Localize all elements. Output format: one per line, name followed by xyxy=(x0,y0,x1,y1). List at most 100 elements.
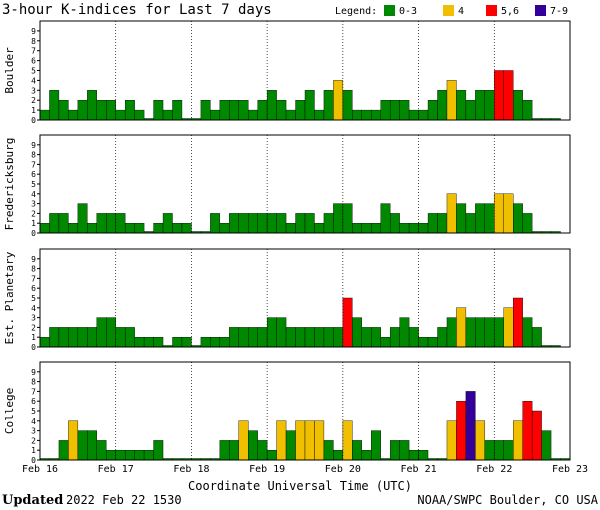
k-index-bar xyxy=(210,109,221,121)
k-index-bar xyxy=(333,203,344,234)
k-index-bar xyxy=(361,222,372,234)
y-tick-label: 5 xyxy=(31,407,36,416)
k-index-bar xyxy=(399,222,410,234)
k-index-bar xyxy=(153,222,164,234)
y-tick-label: 2 xyxy=(31,323,36,332)
k-index-bar xyxy=(475,420,486,461)
k-index-bar xyxy=(418,109,429,121)
k-index-bar xyxy=(49,327,60,348)
k-index-bar xyxy=(295,327,306,348)
k-index-bar xyxy=(304,213,315,234)
panels: 0123456789Boulder0123456789Fredericksbur… xyxy=(3,20,571,465)
k-index-bar xyxy=(456,90,467,121)
k-index-bar xyxy=(295,213,306,234)
k-index-bar xyxy=(380,203,391,234)
k-index-bar xyxy=(248,430,258,461)
k-index-bar xyxy=(418,222,429,234)
k-index-bar xyxy=(503,440,514,461)
k-index-bar xyxy=(210,213,221,234)
y-tick-label: 8 xyxy=(31,37,36,46)
k-index-bar xyxy=(143,450,154,461)
k-index-bar xyxy=(503,193,514,234)
k-index-bar xyxy=(427,99,438,121)
k-index-bar xyxy=(361,450,372,461)
y-tick-label: 8 xyxy=(31,151,36,160)
k-index-bar xyxy=(77,203,88,234)
y-tick-label: 6 xyxy=(31,397,36,406)
k-index-bar xyxy=(276,420,287,461)
k-index-bar xyxy=(304,327,315,348)
y-tick-label: 3 xyxy=(31,200,36,209)
k-index-bar xyxy=(219,99,230,121)
k-index-bar xyxy=(446,80,457,121)
k-index-bar xyxy=(314,327,325,348)
k-index-bar xyxy=(408,450,419,461)
k-index-bar xyxy=(153,440,164,461)
k-index-bar xyxy=(342,420,353,461)
k-index-bar xyxy=(494,70,504,121)
k-index-bar xyxy=(124,99,135,121)
k-index-bar xyxy=(418,450,429,461)
k-index-bar xyxy=(371,222,381,234)
y-tick-label: 2 xyxy=(31,96,36,105)
k-index-bar xyxy=(342,297,353,348)
k-index-bar xyxy=(153,99,164,121)
k-index-bar xyxy=(399,99,410,121)
legend-swatch xyxy=(535,5,546,16)
k-index-bar xyxy=(427,337,438,348)
x-tick-label: Feb 19 xyxy=(249,464,285,475)
legend-swatch xyxy=(486,5,497,16)
k-index-bar xyxy=(361,109,372,121)
legend-label: 5,6 xyxy=(501,6,519,17)
k-index-bar xyxy=(172,222,183,234)
k-index-bar xyxy=(257,213,268,234)
k-index-bar xyxy=(446,420,457,461)
y-tick-label: 1 xyxy=(31,106,36,115)
k-index-bar xyxy=(484,440,495,461)
k-index-bar xyxy=(399,440,410,461)
k-index-bar xyxy=(229,327,239,348)
k-index-bar xyxy=(371,430,381,461)
k-index-bar xyxy=(314,222,325,234)
k-index-bar xyxy=(475,203,486,234)
k-index-bar xyxy=(323,90,334,121)
k-index-bar xyxy=(503,70,514,121)
k-index-bar xyxy=(266,213,277,234)
k-index-bar xyxy=(352,109,362,121)
k-index-bar xyxy=(541,430,552,461)
k-index-bar xyxy=(87,222,97,234)
k-index-bar xyxy=(522,317,533,348)
k-index-bar xyxy=(87,430,97,461)
k-index-bar xyxy=(238,99,249,121)
k-index-bar xyxy=(68,327,79,348)
k-index-bar xyxy=(266,317,277,348)
legend-label: 4 xyxy=(458,6,464,17)
k-index-bar xyxy=(484,90,495,121)
k-index-bar xyxy=(304,420,315,461)
k-index-bar xyxy=(257,99,268,121)
k-index-bar xyxy=(333,327,344,348)
k-index-bar xyxy=(229,440,239,461)
panel-label: College xyxy=(3,388,16,434)
k-index-bar xyxy=(531,410,542,461)
k-index-bar xyxy=(115,327,126,348)
k-index-bar xyxy=(96,317,107,348)
k-index-bar xyxy=(276,99,287,121)
y-tick-label: 6 xyxy=(31,284,36,293)
updated-value: 2022 Feb 22 1530 xyxy=(66,493,182,507)
k-index-bar xyxy=(323,213,334,234)
y-tick-label: 8 xyxy=(31,378,36,387)
k-index-bar xyxy=(200,337,211,348)
y-tick-label: 0 xyxy=(31,116,36,125)
k-index-bar xyxy=(531,327,542,348)
k-index-bar xyxy=(314,420,325,461)
y-tick-label: 2 xyxy=(31,436,36,445)
k-index-bar xyxy=(333,450,344,461)
x-tick-label: Feb 23 xyxy=(552,464,588,475)
y-tick-label: 3 xyxy=(31,427,36,436)
k-index-bar xyxy=(361,327,372,348)
y-tick-label: 1 xyxy=(31,446,36,455)
k-index-bar xyxy=(408,327,419,348)
